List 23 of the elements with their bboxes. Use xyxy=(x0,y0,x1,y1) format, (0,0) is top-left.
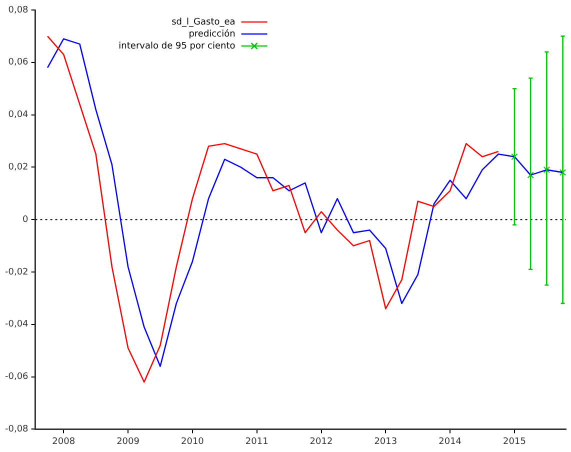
y-tick-label: -0,04 xyxy=(4,320,29,330)
y-tick-label: -0,02 xyxy=(4,267,28,278)
x-tick-label: 2011 xyxy=(245,436,268,447)
x-tick-label: 2009 xyxy=(116,436,140,447)
legend-label: intervalo de 95 por ciento xyxy=(118,41,236,52)
y-tick-label: 0 xyxy=(22,214,29,225)
y-tick-label: 0,06 xyxy=(8,58,29,68)
x-tick-label: 2010 xyxy=(180,436,204,447)
y-tick-label: -0,08 xyxy=(4,424,29,435)
y-tick-label: 0,04 xyxy=(8,110,29,120)
x-tick-label: 2013 xyxy=(374,436,398,447)
legend-label: sd_l_Gasto_ea xyxy=(172,17,236,28)
y-tick-label: 0,02 xyxy=(8,162,28,173)
x-tick-label: 2012 xyxy=(310,436,333,447)
x-tick-label: 2015 xyxy=(503,436,526,447)
x-tick-label: 2014 xyxy=(438,436,462,447)
legend-label: predicción xyxy=(188,28,236,40)
point xyxy=(543,166,550,174)
point xyxy=(527,172,534,178)
y-tick-label: -0,06 xyxy=(4,372,29,382)
x-tick-label: 2008 xyxy=(52,436,76,447)
point xyxy=(559,169,566,176)
y-tick-label: 0,08 xyxy=(8,5,29,16)
